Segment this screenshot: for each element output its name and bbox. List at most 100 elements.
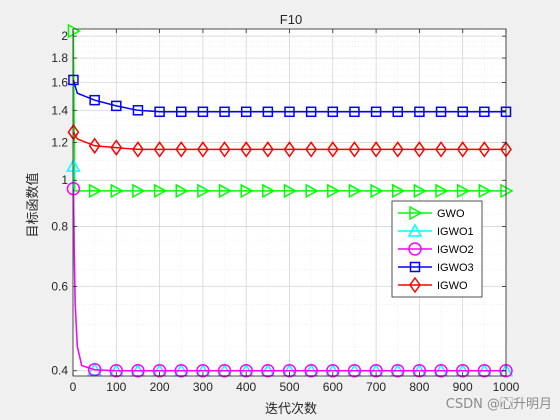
marker-square (240, 106, 252, 118)
marker-triangle-right (110, 183, 124, 199)
marker-circle (326, 363, 340, 378)
x-tick-label: 400 (236, 380, 256, 394)
marker-square (435, 106, 447, 118)
x-tick-label: 800 (409, 380, 429, 394)
legend-item-igwo3: IGWO3 (398, 261, 474, 274)
x-tick-label: 100 (106, 380, 126, 394)
marker-triangle-right (435, 183, 449, 199)
marker-triangle-up (66, 158, 81, 172)
marker-diamond (283, 141, 296, 158)
x-tick-label: 900 (453, 380, 473, 394)
marker-triangle-up (407, 223, 423, 237)
marker-diamond (435, 141, 447, 158)
marker-square (176, 106, 187, 118)
y-tick-label: 1.6 (51, 76, 68, 90)
legend-label: GWO (437, 208, 465, 220)
marker-triangle-right (392, 183, 406, 199)
x-tick-label: 300 (193, 380, 213, 394)
series-line-igwo3 (72, 79, 506, 113)
marker-square (154, 106, 165, 118)
marker-square (327, 106, 339, 118)
marker-square (111, 100, 122, 112)
y-tick-label: 1.2 (51, 135, 68, 149)
legend-label: IGWO3 (437, 262, 474, 274)
marker-square (409, 261, 421, 273)
marker-square (392, 106, 403, 118)
x-tick-label: 1000 (493, 380, 520, 394)
marker-circle (196, 363, 210, 378)
marker-diamond (175, 141, 188, 158)
marker-triangle-right (132, 183, 146, 199)
series-igwo3 (68, 74, 512, 118)
marker-circle (434, 363, 448, 378)
marker-circle (408, 242, 422, 256)
marker-diamond (413, 141, 426, 158)
y-tick-label: 0.4 (51, 364, 68, 378)
marker-circle (347, 363, 362, 378)
marker-triangle-right (500, 183, 514, 199)
marker-triangle-right (262, 183, 276, 199)
watermark: CSDN @心⃞升明月 (445, 397, 552, 412)
marker-diamond (153, 141, 166, 158)
marker-triangle-right (370, 183, 384, 199)
series-igwo2 (66, 181, 513, 378)
marker-diamond (391, 141, 404, 158)
marker-square (479, 106, 490, 118)
series-line-igwo (72, 131, 506, 151)
marker-diamond (478, 141, 491, 158)
marker-diamond (370, 141, 383, 158)
chart-title: F10 (280, 12, 302, 27)
marker-triangle-right (88, 183, 103, 199)
x-tick-label: 600 (323, 380, 343, 394)
plot-series (66, 23, 514, 378)
marker-diamond (88, 137, 101, 155)
marker-diamond (218, 141, 231, 158)
marker-triangle-right (413, 183, 427, 199)
marker-diamond (240, 141, 253, 158)
legend-label: IGWO1 (437, 226, 474, 238)
axes: 0 100 200 300 400 500 600 700 800 900 1000 0.4 0.6 0.… (51, 28, 520, 394)
legend: GWO IGWO1 IGWO2 IGWO3 IGWO (391, 200, 483, 298)
marker-circle (477, 363, 492, 378)
marker-triangle-right (175, 183, 189, 199)
marker-square (197, 106, 209, 118)
legend-item-igwo2: IGWO2 (398, 242, 474, 256)
x-tick-label: 200 (150, 380, 170, 394)
marker-circle (131, 363, 145, 378)
marker-diamond (110, 139, 123, 156)
marker-square (349, 106, 360, 118)
y-axis-label: 目标函数值 (25, 172, 41, 237)
marker-triangle-right (409, 205, 423, 221)
marker-square (305, 106, 317, 118)
marker-triangle-right (153, 183, 168, 199)
marker-square (68, 74, 79, 86)
marker-square (457, 106, 468, 118)
marker-circle (261, 363, 275, 378)
marker-circle (174, 363, 188, 378)
marker-circle (391, 363, 405, 378)
y-tick-label: 2 (61, 29, 68, 43)
marker-square (219, 106, 230, 118)
marker-circle (66, 181, 81, 196)
marker-diamond (196, 141, 209, 158)
x-tick-label: 500 (279, 380, 299, 394)
marker-square (370, 106, 382, 118)
marker-circle (217, 363, 232, 378)
marker-triangle-right (478, 183, 492, 199)
marker-triangle-right (240, 183, 254, 199)
legend-label: IGWO2 (437, 244, 474, 256)
marker-diamond (132, 141, 144, 158)
marker-square (284, 106, 295, 118)
x-tick-label: 0 (70, 380, 77, 394)
marker-square (132, 105, 144, 116)
marker-circle (412, 363, 427, 378)
marker-triangle-right (218, 183, 233, 199)
marker-triangle-right (305, 183, 319, 199)
marker-triangle-right (456, 183, 471, 199)
legend-item-igwo: IGWO (398, 276, 468, 294)
legend-label: IGWO (437, 280, 468, 292)
x-tick-label: 700 (366, 380, 386, 394)
marker-circle (282, 363, 297, 378)
marker-square (414, 106, 425, 118)
